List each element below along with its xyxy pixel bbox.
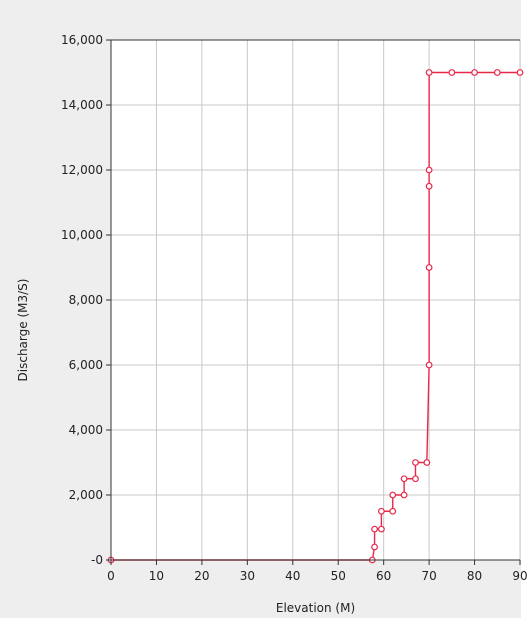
data-point [516, 69, 524, 76]
y-tick-label: -0 [91, 553, 103, 567]
data-point [389, 507, 397, 515]
data-point [377, 507, 385, 515]
y-axis-title: Discharge (M3/S) [16, 279, 30, 382]
data-point [377, 525, 385, 533]
data-point [471, 69, 478, 76]
x-tick-label: 70 [421, 569, 436, 583]
series-layer [107, 69, 524, 564]
data-point [371, 525, 378, 533]
series-line [111, 71, 520, 561]
x-tick-label: 80 [467, 569, 482, 583]
data-point [425, 69, 433, 76]
y-tick-label: 12,000 [61, 163, 103, 177]
y-tick-label: 16,000 [61, 33, 103, 47]
x-tick-label: 20 [194, 569, 209, 583]
data-point [400, 491, 408, 499]
y-tick-label: 4,000 [69, 423, 103, 437]
data-point [425, 361, 433, 369]
data-point [425, 182, 433, 190]
x-tick-label: 50 [331, 569, 346, 583]
y-tick-label: 2,000 [69, 488, 103, 502]
x-tick-label: 0 [107, 569, 115, 583]
data-point [425, 166, 433, 174]
x-tick-label: 90 [512, 569, 527, 583]
data-point [412, 475, 419, 483]
x-axis-title: Elevation (M) [276, 601, 355, 615]
data-point [400, 475, 408, 483]
data-point [371, 543, 378, 551]
data-point [389, 491, 397, 499]
data-point [423, 459, 431, 466]
x-tick-label: 10 [149, 569, 164, 583]
x-tick-label: 30 [240, 569, 255, 583]
data-point [412, 459, 419, 466]
data-point [493, 69, 501, 76]
data-point [448, 69, 456, 76]
x-tick-label: 60 [376, 569, 391, 583]
x-tick-label: 40 [285, 569, 300, 583]
y-tick-label: 6,000 [69, 358, 103, 372]
y-tick-label: 8,000 [69, 293, 103, 307]
y-tick-label: 10,000 [61, 228, 103, 242]
data-point [425, 264, 433, 271]
y-tick-label: 14,000 [61, 98, 103, 112]
tick-layer: 0 10 20 30 40 50 60 70 80 90 -0 2,000 4,000 6,000 8,00… [61, 33, 528, 583]
